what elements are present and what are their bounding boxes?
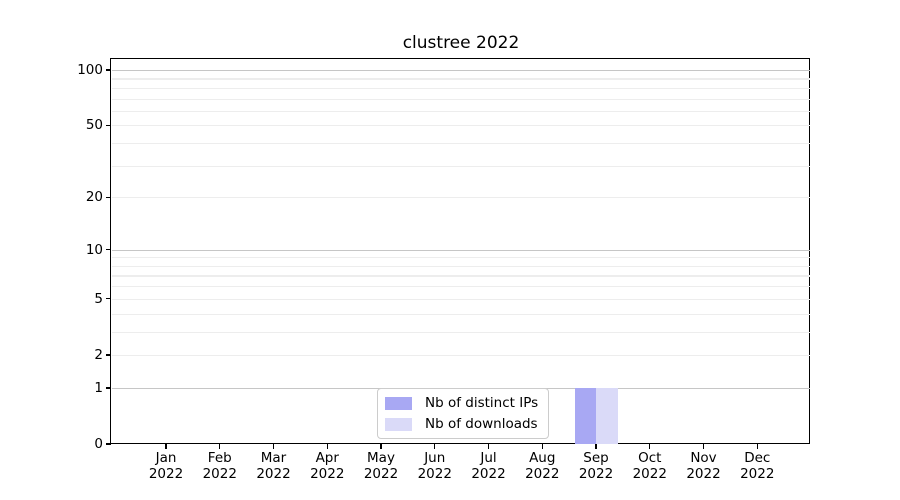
x-tick-label: Jul 2022 (454, 450, 524, 482)
x-tick-year: 2022 (525, 465, 560, 482)
x-tick-mark (702, 444, 705, 449)
x-tick-month: Oct (638, 450, 662, 466)
x-tick-label: Mar 2022 (239, 450, 309, 482)
x-tick-month: May (367, 450, 395, 466)
legend-item: Nb of distinct IPs (385, 395, 538, 411)
x-tick-mark (165, 444, 167, 449)
y-tick-label: 1 (94, 379, 103, 396)
x-tick-year: 2022 (148, 465, 184, 482)
x-tick-month: Aug (529, 450, 556, 466)
x-tick-label: Nov 2022 (669, 450, 739, 482)
x-tick-label: Sep 2022 (561, 450, 631, 482)
x-tick-month: Jul (480, 450, 497, 466)
y-tick-mark (106, 387, 111, 389)
x-tick-month: Dec (744, 450, 771, 466)
y-tick-mark (106, 124, 111, 127)
plot-area (110, 58, 811, 445)
legend-label: Nb of distinct IPs (425, 395, 539, 411)
y-tick-mark (106, 354, 111, 356)
x-tick-year: 2022 (363, 465, 399, 482)
x-tick-label: Jan 2022 (131, 450, 201, 482)
legend-label: Nb of downloads (425, 416, 538, 432)
x-tick-year: 2022 (632, 465, 667, 482)
y-tick-label: 5 (94, 290, 103, 307)
x-tick-label: Apr 2022 (292, 450, 362, 482)
x-tick-mark (272, 444, 275, 449)
y-tick-mark (106, 69, 111, 71)
x-tick-month: Sep (583, 450, 609, 466)
x-tick-year: 2022 (202, 465, 237, 482)
legend-swatch-icon (385, 396, 412, 410)
x-tick-year: 2022 (578, 465, 614, 482)
x-tick-month: Jun (424, 450, 446, 466)
x-tick-year: 2022 (310, 465, 345, 482)
legend-item: Nb of downloads (385, 416, 538, 432)
x-tick-label: Dec 2022 (722, 450, 792, 482)
x-tick-label: Aug 2022 (507, 450, 577, 482)
x-tick-mark (434, 444, 436, 449)
x-tick-label: Feb 2022 (185, 450, 255, 482)
legend: Nb of distinct IPs Nb of downloads (377, 388, 550, 439)
x-tick-mark (541, 444, 543, 449)
x-tick-mark (595, 444, 597, 449)
x-tick-year: 2022 (740, 465, 775, 482)
x-tick-mark (380, 444, 382, 449)
y-tick-mark (106, 443, 111, 445)
chart-title: clustree 2022 (402, 33, 520, 53)
x-tick-month: Apr (315, 450, 339, 466)
y-tick-label: 50 (85, 117, 103, 134)
x-tick-mark (487, 444, 490, 449)
x-tick-mark (219, 444, 221, 449)
y-tick-mark (106, 248, 111, 251)
x-tick-mark (649, 444, 651, 449)
x-tick-mark (326, 444, 328, 449)
y-tick-label: 10 (85, 241, 103, 258)
y-tick-label: 20 (85, 189, 103, 206)
x-tick-month: Mar (260, 450, 287, 466)
bar-nb-of-downloads (596, 387, 618, 444)
x-tick-month: Jan (155, 450, 177, 466)
x-tick-label: Jun 2022 (400, 450, 470, 482)
y-tick-mark (106, 196, 111, 198)
x-tick-label: May 2022 (346, 450, 416, 482)
x-tick-month: Nov (690, 450, 717, 466)
y-tick-label: 0 (94, 436, 103, 452)
x-tick-year: 2022 (417, 465, 452, 482)
legend-swatch-icon (385, 417, 412, 431)
x-tick-label: Oct 2022 (615, 450, 685, 482)
y-tick-label: 100 (77, 61, 103, 78)
x-tick-year: 2022 (256, 465, 291, 482)
x-tick-mark (756, 444, 758, 449)
y-tick-mark (106, 298, 111, 300)
x-tick-year: 2022 (686, 465, 721, 482)
bar-nb-of-distinct-ips (574, 387, 596, 444)
x-tick-year: 2022 (471, 465, 506, 482)
x-tick-month: Feb (207, 450, 232, 466)
y-tick-label: 2 (94, 346, 103, 363)
